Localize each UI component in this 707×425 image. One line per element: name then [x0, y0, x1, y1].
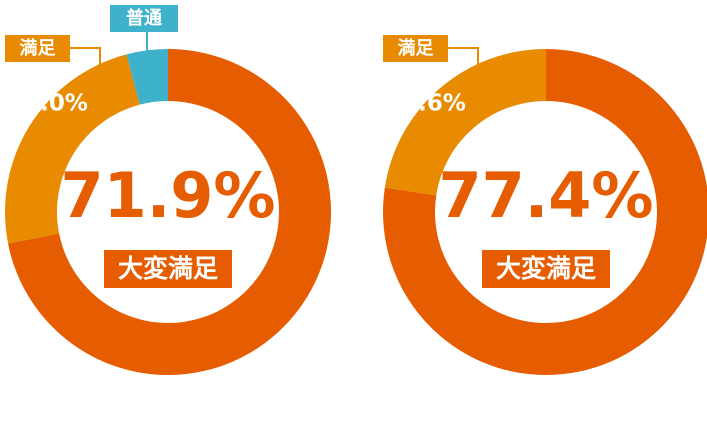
donut-slice: [126, 49, 168, 105]
category-tag: [5, 35, 70, 62]
category-tag: [110, 5, 178, 32]
value-label: 22.6%: [386, 91, 466, 117]
center-value: 77.4%: [438, 159, 653, 232]
donut-slice: [5, 54, 140, 244]
category-tag: [383, 35, 448, 62]
category-label: 大変満足: [118, 254, 218, 283]
category-label: 普通: [126, 7, 162, 29]
center-value: 71.9%: [60, 159, 275, 232]
value-label: 24.0%: [8, 91, 88, 117]
category-label: 満足: [20, 37, 56, 59]
category-label: 大変満足: [496, 254, 596, 283]
leader-line: [70, 47, 101, 65]
category-tag: [482, 250, 610, 288]
donut-slice: [384, 49, 546, 196]
donut-slice: [383, 49, 707, 375]
category-label: 満足: [398, 37, 434, 59]
leader-line: [448, 47, 479, 65]
category-tag: [104, 250, 232, 288]
donut-slice: [8, 49, 332, 375]
